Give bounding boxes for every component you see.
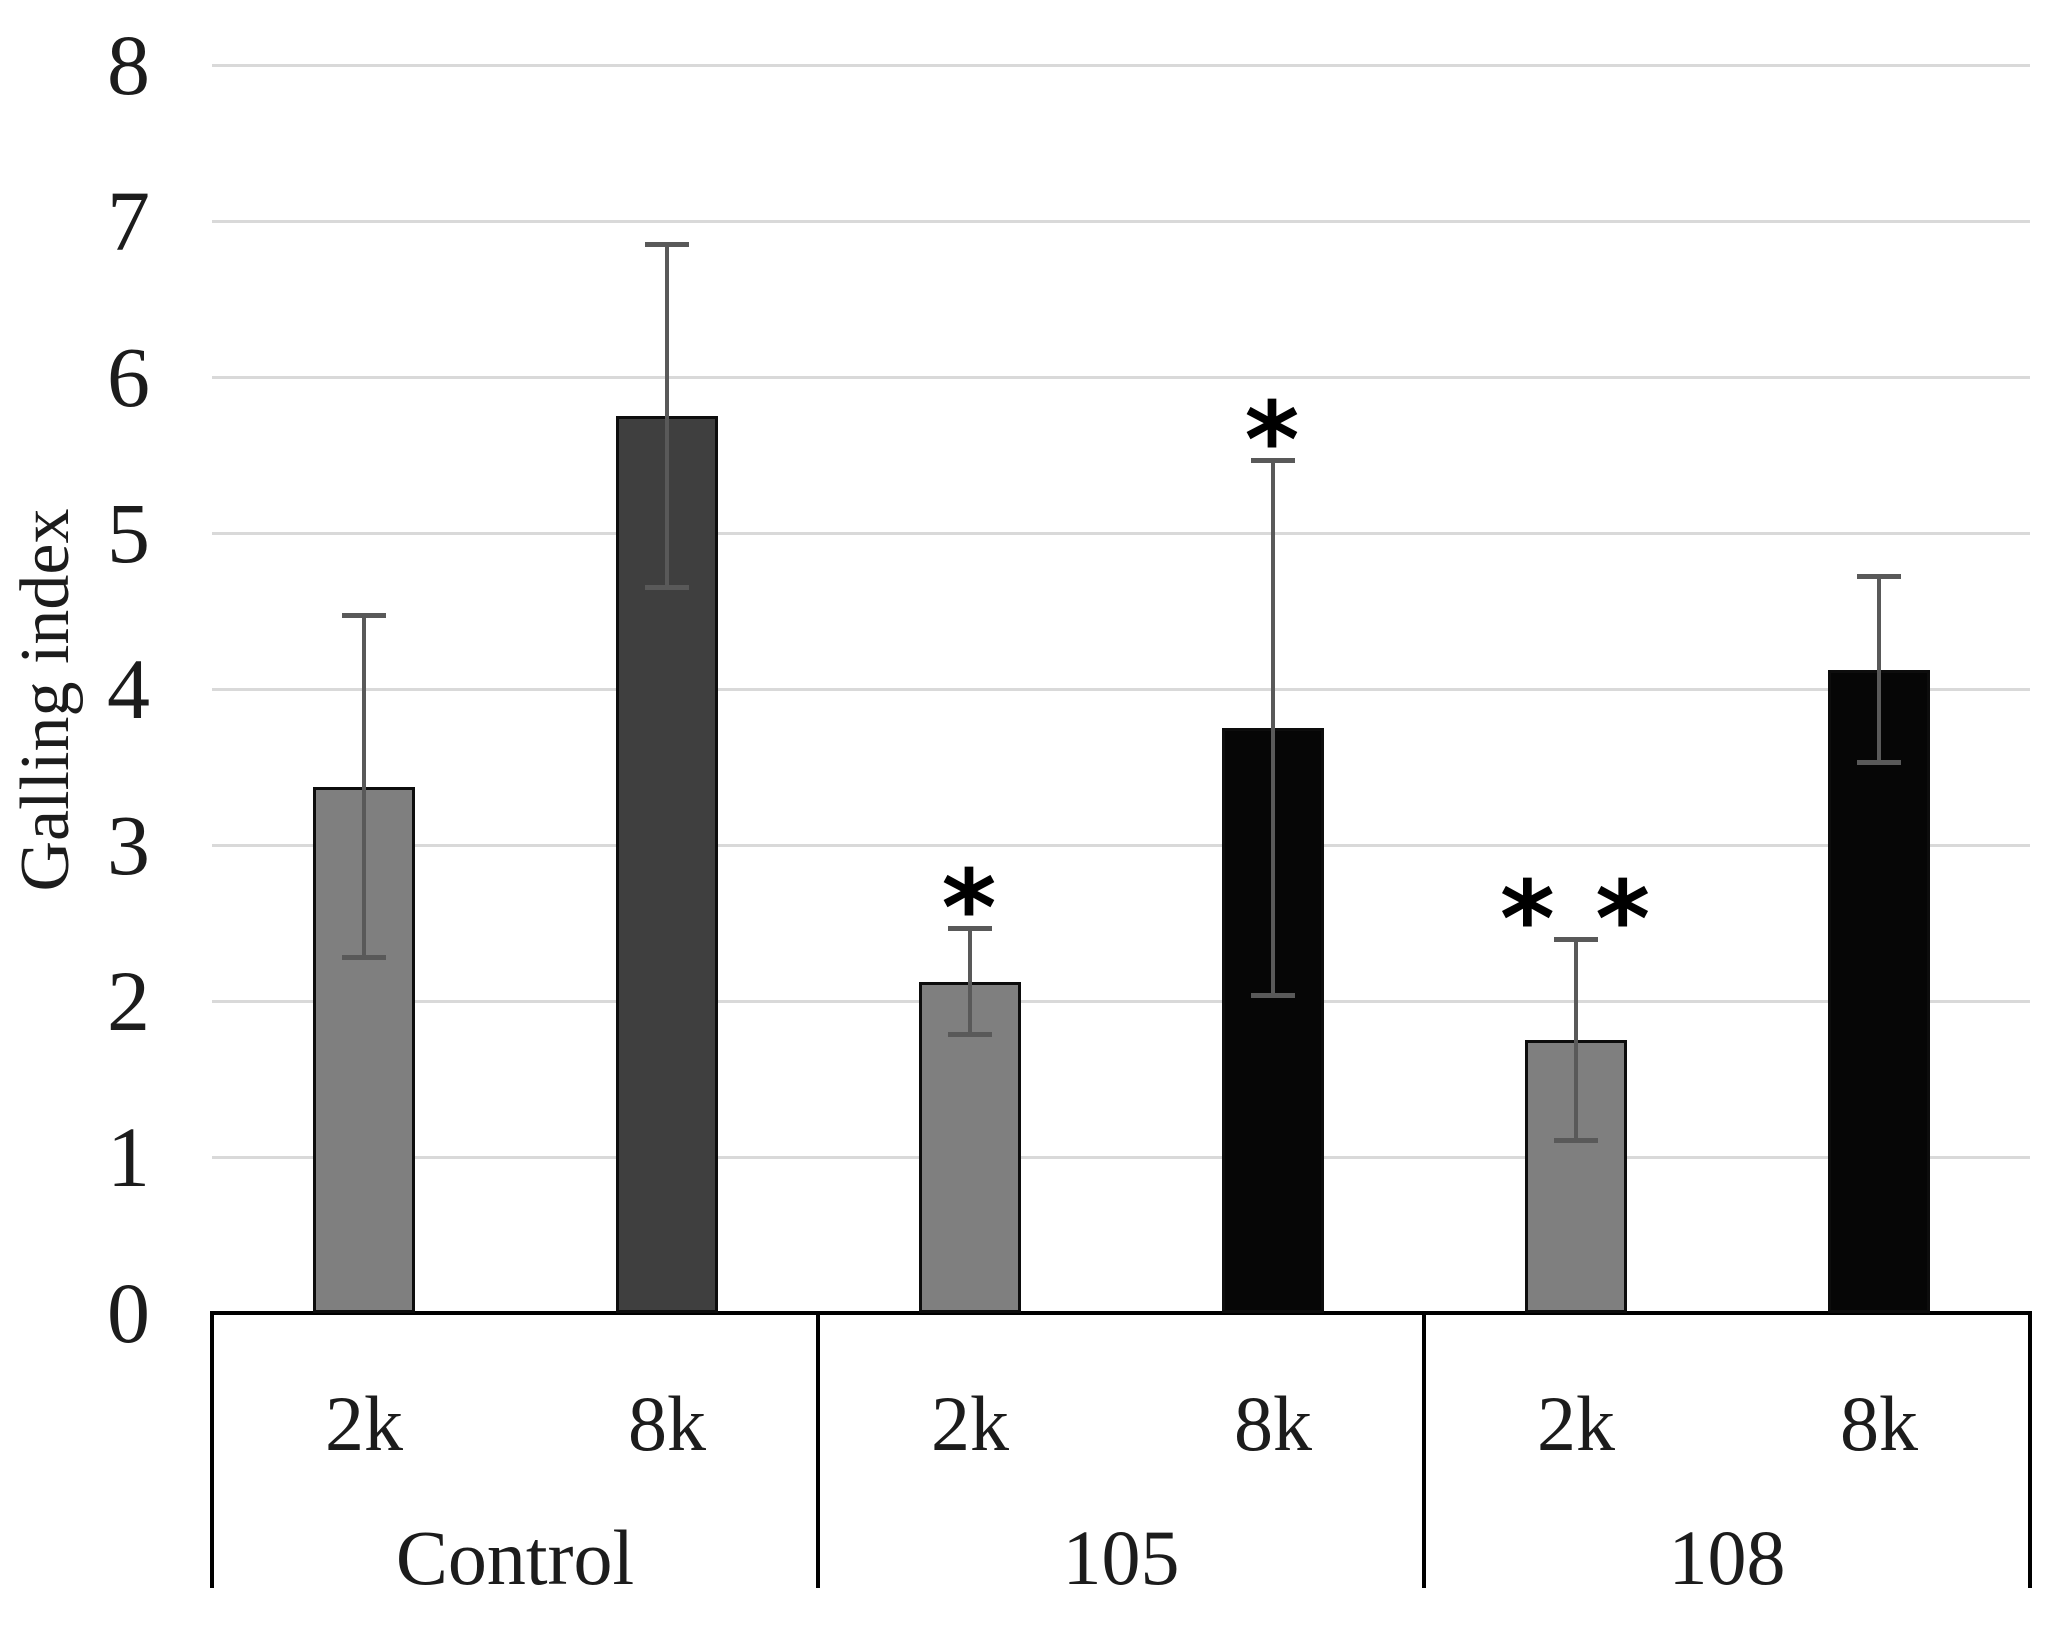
bar-108-8k bbox=[1828, 669, 1930, 1313]
y-tick-label-5: 5 bbox=[107, 485, 150, 581]
condition-label-105-2k: 2k bbox=[931, 1380, 1009, 1467]
error-bar-cap-bottom-105-8k bbox=[1251, 993, 1295, 999]
group-label-108: 108 bbox=[1668, 1514, 1786, 1601]
group-label-105: 105 bbox=[1062, 1514, 1180, 1601]
bar-105-2k bbox=[919, 981, 1021, 1313]
error-bar-cap-top-105-8k bbox=[1251, 457, 1295, 463]
group-label-control: Control bbox=[395, 1514, 635, 1601]
error-bar-cap-top-control-8k bbox=[645, 242, 689, 248]
error-bar-cap-top-105-2k bbox=[948, 926, 992, 932]
error-bar-105-8k bbox=[1271, 459, 1275, 997]
error-bar-cap-bottom-105-2k bbox=[948, 1031, 992, 1037]
gridline-y7 bbox=[212, 220, 2030, 223]
error-bar-control-2k bbox=[362, 614, 366, 959]
significance-marker-108-2k: * * bbox=[1499, 858, 1653, 981]
error-bar-108-2k bbox=[1574, 938, 1578, 1142]
error-bar-cap-bottom-control-8k bbox=[645, 584, 689, 590]
error-bar-cap-bottom-108-2k bbox=[1554, 1138, 1598, 1144]
gridline-y1 bbox=[212, 1156, 2030, 1159]
y-tick-label-0: 0 bbox=[107, 1265, 150, 1361]
gridline-y2 bbox=[212, 1000, 2030, 1003]
gridline-y8 bbox=[212, 64, 2030, 67]
category-box-right-edge bbox=[2028, 1313, 2032, 1588]
error-bar-108-8k bbox=[1877, 575, 1881, 764]
y-tick-label-3: 3 bbox=[107, 797, 150, 893]
group-divider-2 bbox=[1422, 1313, 1426, 1588]
significance-marker-105-2k: * bbox=[941, 848, 999, 971]
group-divider-1 bbox=[816, 1313, 820, 1588]
y-tick-label-8: 8 bbox=[107, 17, 150, 113]
category-box-left-edge bbox=[210, 1313, 214, 1588]
y-tick-label-2: 2 bbox=[107, 953, 150, 1049]
gridline-y3 bbox=[212, 844, 2030, 847]
gridline-y6 bbox=[212, 376, 2030, 379]
condition-label-108-8k: 8k bbox=[1840, 1380, 1918, 1467]
significance-marker-105-8k: * bbox=[1244, 379, 1302, 502]
condition-label-control-8k: 8k bbox=[628, 1380, 706, 1467]
condition-label-control-2k: 2k bbox=[325, 1380, 403, 1467]
error-bar-cap-top-108-2k bbox=[1554, 936, 1598, 942]
condition-label-105-8k: 8k bbox=[1234, 1380, 1312, 1467]
gridline-y5 bbox=[212, 532, 2030, 535]
y-tick-label-7: 7 bbox=[107, 173, 150, 269]
error-bar-cap-top-108-8k bbox=[1857, 573, 1901, 579]
error-bar-cap-bottom-control-2k bbox=[342, 955, 386, 961]
gridline-y4 bbox=[212, 688, 2030, 691]
error-bar-cap-bottom-108-8k bbox=[1857, 760, 1901, 766]
error-bar-control-8k bbox=[665, 244, 669, 588]
error-bar-cap-top-control-2k bbox=[342, 612, 386, 618]
y-tick-label-6: 6 bbox=[107, 329, 150, 425]
x-axis-line bbox=[210, 1311, 2032, 1315]
y-tick-label-1: 1 bbox=[107, 1109, 150, 1205]
condition-label-108-2k: 2k bbox=[1537, 1380, 1615, 1467]
y-tick-label-4: 4 bbox=[107, 641, 150, 737]
error-bar-105-2k bbox=[968, 928, 972, 1035]
